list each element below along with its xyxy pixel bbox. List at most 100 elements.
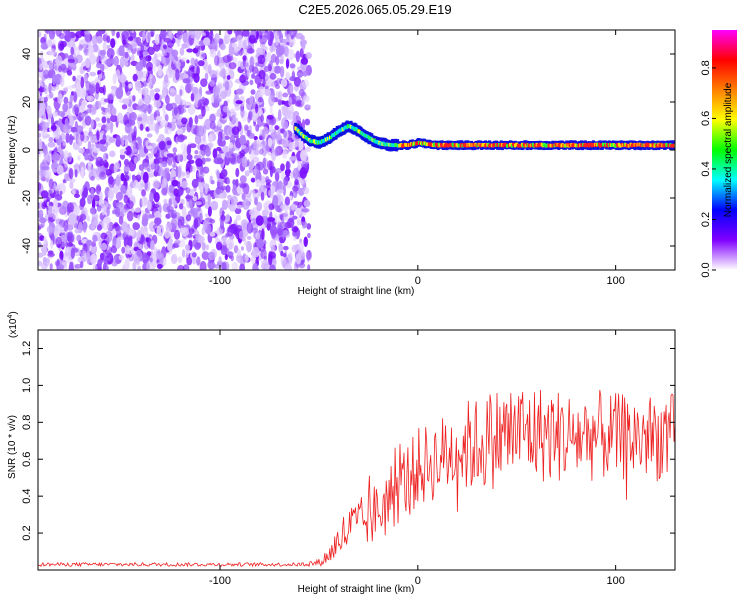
spectrogram-ridge (294, 120, 675, 152)
noise-blob (98, 191, 103, 201)
colorbar-tick-label: 0.0 (700, 262, 712, 277)
noise-blob (121, 134, 125, 147)
noise-blob (65, 247, 69, 253)
noise-blob (181, 43, 188, 49)
noise-blob (305, 155, 309, 165)
noise-blob (210, 180, 215, 185)
noise-blob (237, 188, 244, 195)
noise-blob (272, 194, 279, 207)
noise-blob (282, 150, 288, 159)
noise-blob (95, 82, 100, 95)
noise-blob (113, 221, 119, 228)
noise-blob (279, 236, 284, 244)
noise-blob (303, 95, 310, 103)
noise-blob (192, 207, 198, 219)
noise-blob (39, 63, 43, 71)
noise-blob (302, 186, 310, 195)
noise-blob (89, 45, 94, 55)
noise-blob (127, 44, 133, 51)
noise-blob (164, 127, 172, 135)
noise-blob (39, 200, 43, 211)
snr-y-multiplier: (x104) (7, 311, 19, 338)
noise-blob (229, 153, 236, 164)
noise-blob (169, 89, 177, 97)
noise-blob (230, 195, 238, 206)
noise-blob (51, 151, 59, 163)
noise-blob (125, 227, 130, 235)
noise-blob (53, 148, 58, 153)
noise-blob (307, 232, 311, 239)
noise-blob (92, 234, 98, 243)
noise-blob (115, 191, 123, 201)
noise-blob (60, 63, 67, 71)
noise-blob (276, 225, 284, 235)
noise-blob (249, 152, 257, 162)
noise-blob (185, 244, 191, 251)
noise-blob (304, 146, 311, 152)
noise-blob (131, 30, 135, 34)
noise-blob (176, 166, 182, 179)
noise-blob (65, 255, 74, 264)
noise-blob (47, 250, 54, 255)
noise-blob (96, 130, 100, 141)
noise-blob (177, 134, 185, 143)
noise-blob (43, 96, 48, 103)
noise-blob (292, 113, 296, 124)
noise-blob (116, 112, 124, 124)
noise-blob (103, 257, 111, 262)
noise-blob (274, 84, 281, 90)
noise-blob (203, 37, 211, 46)
noise-blob (100, 232, 108, 240)
noise-blob (165, 222, 173, 232)
noise-blob (268, 203, 275, 211)
noise-blob (177, 256, 183, 264)
noise-blob (292, 188, 298, 199)
noise-blob (252, 168, 257, 175)
noise-blob (100, 200, 109, 209)
noise-blob (295, 253, 302, 265)
noise-blob (184, 145, 188, 154)
noise-blob (147, 31, 151, 43)
noise-blob (227, 194, 233, 200)
noise-blob (201, 96, 206, 104)
noise-blob (305, 249, 312, 261)
noise-blob (64, 30, 72, 43)
noise-blob (228, 142, 234, 149)
noise-blob (295, 207, 302, 216)
noise-blob (170, 169, 176, 178)
noise-blob (284, 168, 292, 177)
noise-blob (125, 89, 131, 96)
noise-blob (139, 50, 144, 56)
noise-blob (149, 192, 154, 203)
noise-blob (89, 107, 97, 116)
noise-blob (224, 80, 230, 92)
noise-blob (256, 239, 265, 249)
noise-blob (271, 147, 275, 156)
noise-blob (55, 84, 60, 91)
noise-blob (48, 189, 53, 200)
noise-blob (191, 86, 199, 95)
noise-blob (73, 131, 80, 141)
noise-blob (201, 251, 210, 261)
noise-blob (257, 96, 263, 103)
noise-blob (263, 46, 268, 51)
noise-blob (51, 73, 57, 86)
noise-blob (228, 62, 237, 70)
noise-blob (241, 30, 250, 37)
noise-blob (65, 241, 69, 248)
colorbar-gradient (712, 30, 737, 270)
noise-blob (187, 103, 196, 115)
noise-blob (161, 161, 168, 168)
noise-blob (57, 111, 66, 117)
noise-blob (83, 30, 91, 35)
noise-blob (50, 124, 57, 131)
noise-blob (189, 83, 193, 90)
noise-blob (249, 95, 254, 105)
noise-blob (287, 217, 295, 228)
noise-blob (126, 211, 134, 222)
noise-blob (221, 237, 228, 246)
noise-blob (275, 55, 280, 66)
noise-blob (186, 257, 193, 266)
noise-blob (247, 115, 251, 124)
noise-blob (195, 31, 201, 40)
